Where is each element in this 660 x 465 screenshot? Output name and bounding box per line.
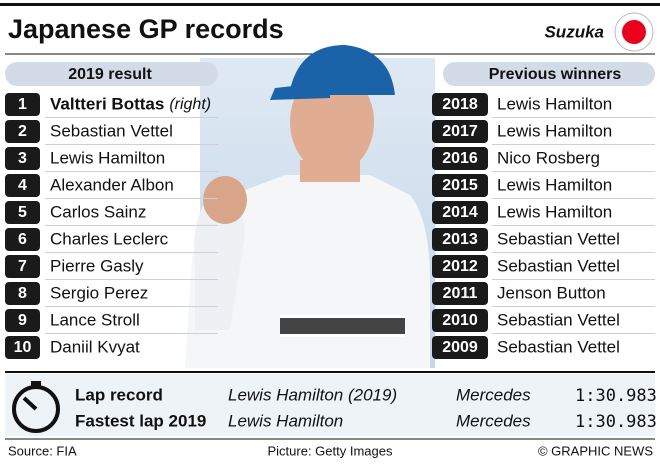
position-box (5, 174, 40, 197)
position-box (5, 93, 40, 116)
picture-credit: Picture: Getty Images (268, 443, 393, 458)
year: 2010 (442, 312, 478, 329)
position-box (5, 282, 40, 305)
photo (185, 45, 435, 368)
position: 6 (18, 231, 27, 248)
credit: © GRAPHIC NEWS (538, 443, 653, 458)
year: 2013 (442, 231, 478, 248)
position-box (5, 147, 40, 170)
winner-name: Sebastian Vettel (497, 229, 620, 248)
winner-name: Lewis Hamilton (497, 175, 612, 194)
year-box (432, 228, 488, 251)
winners-heading: Previous winners (489, 66, 622, 83)
year: 2012 (442, 258, 478, 275)
winner-name: Sebastian Vettel (497, 337, 620, 356)
year-box (432, 147, 488, 170)
position: 3 (18, 150, 27, 167)
winners-heading-bg (443, 62, 655, 86)
driver-name: Alexander Albon (50, 175, 174, 194)
year-box (432, 282, 488, 305)
position-box (5, 120, 40, 143)
record-team: Mercedes (456, 385, 531, 404)
year: 2014 (442, 204, 478, 221)
position: 1 (18, 96, 27, 113)
position: 10 (14, 339, 32, 356)
records-bg (5, 374, 655, 436)
position: 9 (18, 312, 27, 329)
result-heading-bg (5, 62, 218, 86)
record-label: Lap record (75, 385, 163, 404)
position-box (5, 201, 40, 224)
record-driver: Lewis Hamilton (228, 411, 343, 430)
winner-name: Lewis Hamilton (497, 202, 612, 221)
position-box (5, 336, 40, 359)
position-box (5, 255, 40, 278)
driver-name: Charles Leclerc (50, 229, 169, 248)
year-box (432, 93, 488, 116)
year: 2015 (442, 177, 478, 194)
driver-name: Pierre Gasly (50, 256, 144, 275)
driver-name: Sebastian Vettel (50, 121, 173, 140)
record-time: 1:30.983 (575, 386, 657, 406)
position: 7 (18, 258, 27, 275)
result-heading: 2019 result (68, 66, 152, 83)
year-box (432, 255, 488, 278)
winner-name: Sebastian Vettel (497, 310, 620, 329)
driver-name: Sergio Perez (50, 283, 148, 302)
year-box (432, 120, 488, 143)
record-team: Mercedes (456, 411, 531, 430)
driver-name: Daniil Kvyat (50, 337, 140, 356)
year-box (432, 309, 488, 332)
winner-name: Lewis Hamilton (497, 94, 612, 113)
record-driver: Lewis Hamilton (2019) (228, 385, 397, 404)
position-box (5, 228, 40, 251)
year-box (432, 174, 488, 197)
driver-name: Lance Stroll (50, 310, 140, 329)
location: Suzuka (544, 22, 604, 41)
year-box (432, 201, 488, 224)
title: Japanese GP records (8, 14, 284, 44)
year-box (432, 336, 488, 359)
driver-note: (right) (169, 96, 211, 113)
driver-name: Valtteri Bottas (50, 94, 164, 113)
position: 2 (18, 123, 27, 140)
stopwatch-icon (12, 381, 60, 433)
winner-name: Sebastian Vettel (497, 256, 620, 275)
year: 2017 (442, 123, 478, 140)
winner-name: Lewis Hamilton (497, 121, 612, 140)
top-rule (0, 3, 660, 6)
year: 2016 (442, 150, 478, 167)
driver-name: Carlos Sainz (50, 202, 146, 221)
position: 5 (18, 204, 27, 221)
source: Source: FIA (8, 443, 77, 458)
winner-name: Jenson Button (497, 283, 606, 302)
position: 8 (18, 285, 27, 302)
record-time: 1:30.983 (575, 412, 657, 432)
driver-name: Lewis Hamilton (50, 148, 165, 167)
year: 2018 (442, 96, 478, 113)
year: 2009 (442, 339, 478, 356)
year: 2011 (443, 285, 478, 302)
position: 4 (18, 177, 27, 194)
record-label: Fastest lap 2019 (75, 411, 206, 430)
flag (614, 12, 654, 52)
winner-name: Nico Rosberg (497, 148, 600, 167)
position-box (5, 309, 40, 332)
